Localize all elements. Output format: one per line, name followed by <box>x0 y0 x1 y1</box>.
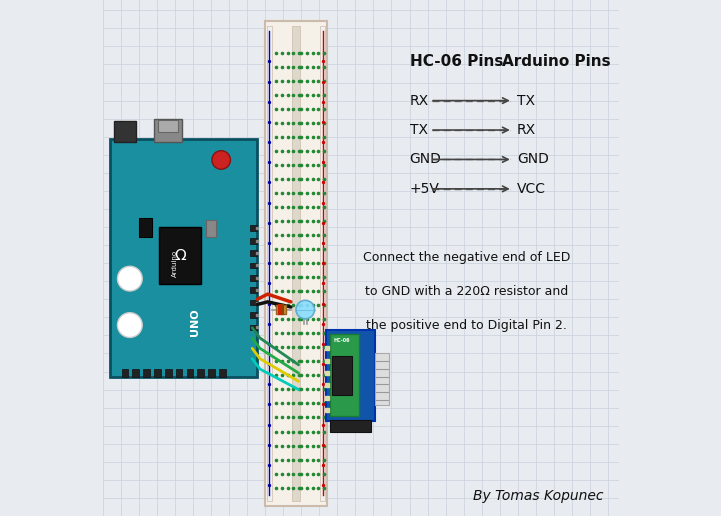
Bar <box>158 120 178 132</box>
Bar <box>219 369 226 377</box>
Bar <box>330 334 360 416</box>
Bar <box>250 312 257 318</box>
Text: GND: GND <box>410 152 441 167</box>
Bar <box>265 21 327 506</box>
Bar <box>320 26 325 501</box>
Text: Connect the negative end of LED: Connect the negative end of LED <box>363 251 570 265</box>
Circle shape <box>296 300 314 319</box>
Bar <box>293 26 300 501</box>
Text: Arduino: Arduino <box>172 250 178 277</box>
Bar <box>176 369 182 377</box>
Bar <box>267 26 272 501</box>
Bar <box>250 287 257 293</box>
Circle shape <box>212 151 231 169</box>
Text: HC-06: HC-06 <box>334 338 350 343</box>
Bar <box>159 227 200 284</box>
Text: TX: TX <box>517 93 535 108</box>
Bar <box>154 119 182 142</box>
Bar <box>250 238 257 244</box>
Bar <box>250 300 257 305</box>
Text: HC-06 Pins: HC-06 Pins <box>410 54 503 69</box>
Bar <box>133 369 139 377</box>
Bar <box>138 218 151 237</box>
Bar <box>115 121 136 142</box>
Bar <box>110 139 257 377</box>
Circle shape <box>118 266 142 291</box>
Text: RX: RX <box>517 123 536 137</box>
Bar <box>276 305 286 314</box>
Bar <box>330 420 371 432</box>
Bar <box>198 369 204 377</box>
Bar <box>122 369 128 377</box>
Text: TX: TX <box>410 123 428 137</box>
Bar <box>187 369 193 377</box>
Text: VCC: VCC <box>517 182 546 196</box>
Text: GND: GND <box>517 152 549 167</box>
Text: By Tomas Kopunec: By Tomas Kopunec <box>472 489 603 503</box>
Bar <box>250 275 257 281</box>
Bar <box>165 369 172 377</box>
Bar <box>250 225 257 231</box>
Text: +5V: +5V <box>410 182 439 196</box>
Text: Ω: Ω <box>174 248 186 263</box>
Bar <box>154 369 161 377</box>
Bar <box>250 263 257 268</box>
Text: RX: RX <box>410 93 429 108</box>
Text: to GND with a 220Ω resistor and: to GND with a 220Ω resistor and <box>365 285 568 298</box>
Text: UNO: UNO <box>190 309 200 336</box>
Bar <box>326 330 375 421</box>
Text: Arduino Pins: Arduino Pins <box>503 54 611 69</box>
Circle shape <box>118 313 142 337</box>
Bar <box>332 356 352 395</box>
Bar <box>375 353 389 405</box>
Bar <box>143 369 150 377</box>
Bar <box>250 250 257 256</box>
Text: the positive end to Digital Pin 2.: the positive end to Digital Pin 2. <box>366 318 567 332</box>
Bar <box>250 325 257 330</box>
Bar <box>208 369 215 377</box>
Bar <box>205 220 216 237</box>
